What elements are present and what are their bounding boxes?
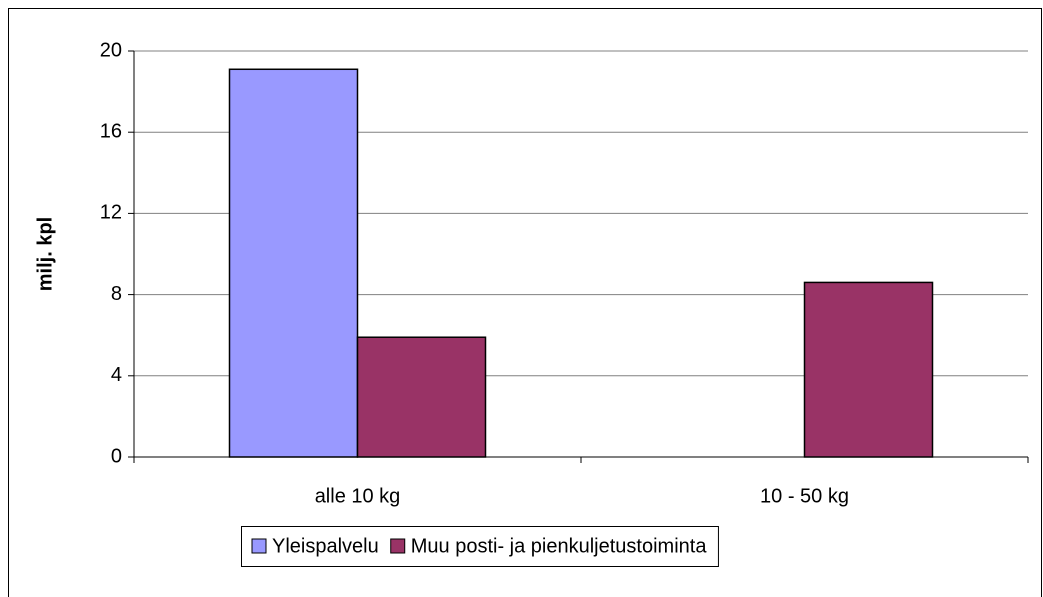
legend-swatch [390, 538, 406, 554]
x-tick-label: alle 10 kg [315, 485, 401, 507]
x-tick-label: 10 - 50 kg [760, 485, 849, 507]
bar [803, 281, 934, 458]
y-tick-label: 0 [111, 445, 122, 467]
y-axis-label: milj. kpl [34, 217, 56, 291]
bar [228, 68, 359, 458]
y-tick-label: 20 [100, 39, 122, 61]
y-tick-label: 4 [111, 364, 122, 386]
legend-label: Muu posti- ja pienkuljetustoiminta [411, 535, 708, 557]
y-tick-label: 16 [100, 120, 122, 142]
y-tick-label: 8 [111, 283, 122, 305]
legend-box [241, 526, 719, 567]
legend-swatch [251, 538, 267, 554]
legend-label: Yleispalvelu [272, 535, 379, 557]
y-tick-label: 12 [100, 202, 122, 224]
bar [356, 336, 487, 458]
